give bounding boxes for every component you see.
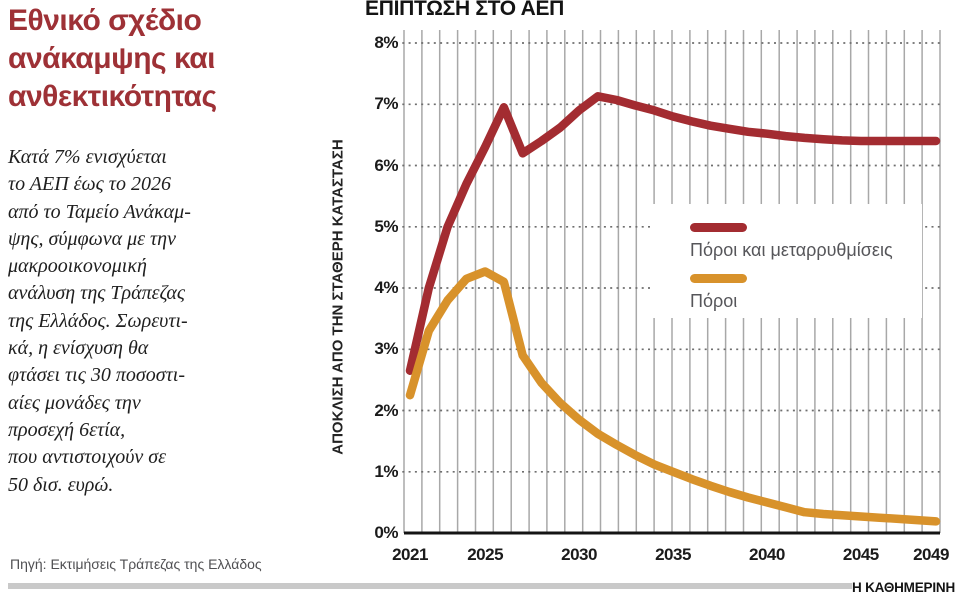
- x-tick-label: 2035: [655, 545, 691, 564]
- text-line: το ΑΕΠ έως το 2026: [8, 173, 171, 196]
- page-title: Εθνικό σχέδιο ανάκαμψης και ανθεκτικότητας: [8, 2, 323, 116]
- y-tick-label: 0%: [374, 523, 398, 542]
- legend-swatch-resources: [690, 274, 747, 283]
- text-line: κά, η ενίσχυση θα: [8, 337, 149, 360]
- text-line: Κατά 7% ενισχύεται: [8, 146, 167, 168]
- legend-label-resources-and-reforms: Πόροι και μεταρρυθμίσεις: [690, 240, 893, 260]
- y-tick-label: 8%: [374, 33, 398, 52]
- newspaper-logo: Η ΚΑΘΗΜΕΡΙΝΗ: [852, 580, 955, 595]
- x-tick-label: 2030: [561, 545, 597, 564]
- y-tick-label: 7%: [374, 94, 398, 114]
- legend-label-resources: Πόροι: [690, 291, 738, 311]
- legend-swatch-resources-and-reforms: [690, 223, 747, 232]
- x-tick-label: 2025: [467, 545, 504, 564]
- text-line: Εθνικό σχέδιο: [8, 4, 202, 37]
- text-line: ανάκαμψης και: [8, 42, 215, 75]
- x-tick-label: 2045: [842, 545, 879, 564]
- chart-legend: Πόροι και μεταρρυθμίσεις Πόροι: [650, 204, 922, 318]
- text-line: μακροοικονομική: [8, 255, 147, 278]
- text-line: της Ελλάδος. Σωρευτι-: [8, 309, 188, 332]
- y-tick-label: 6%: [374, 155, 398, 175]
- x-tick-label: 2049: [913, 545, 949, 564]
- y-tick-label: 3%: [374, 339, 398, 359]
- left-column: Εθνικό σχέδιο ανάκαμψης και ανθεκτικότητας…: [8, 0, 323, 499]
- text-line: που αντιστοιχούν σε: [8, 446, 167, 469]
- chart-title: ΕΠΙΠΤΩΣΗ ΣΤΟ ΑΕΠ: [365, 0, 565, 20]
- story-text: Κατά 7% ενισχύεται το ΑΕΠ έως το 2026 από …: [8, 144, 323, 499]
- x-tick-label: 2040: [749, 545, 785, 564]
- x-tick-label: 2021: [392, 545, 428, 564]
- text-line: ανάλυση της Τράπεζας: [8, 282, 186, 305]
- y-tick-label: 4%: [374, 278, 398, 297]
- text-line: από το Ταμείο Ανάκαμ-: [8, 200, 191, 223]
- text-line: ανθεκτικότητας: [8, 80, 217, 113]
- y-tick-label: 1%: [374, 461, 398, 481]
- text-line: ψης, σύμφωνα με την: [8, 227, 176, 250]
- source-note: Πηγή: Εκτιμήσεις Τράπεζας της Ελλάδος: [10, 556, 262, 572]
- footer-divider-bar: [8, 583, 852, 589]
- y-tick-label: 2%: [374, 400, 398, 420]
- y-tick-label: 5%: [374, 216, 398, 236]
- text-line: 50 δισ. ευρώ.: [8, 473, 114, 496]
- text-line: προσεχή 6ετία,: [8, 418, 126, 441]
- text-line: φτάσει τις 30 ποσοστι-: [8, 364, 185, 387]
- text-line: αίες μονάδες την: [8, 391, 141, 414]
